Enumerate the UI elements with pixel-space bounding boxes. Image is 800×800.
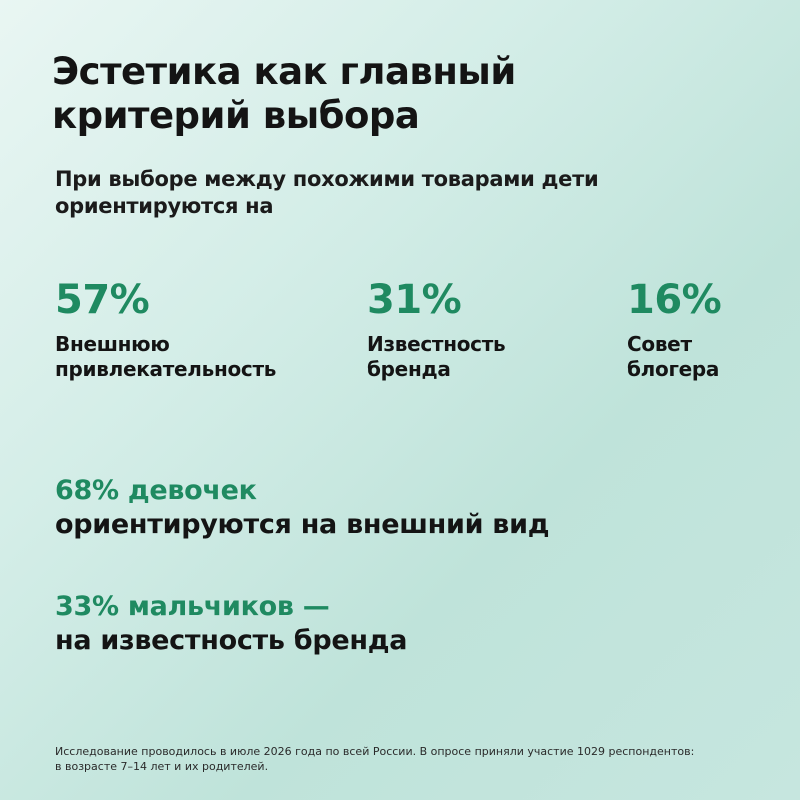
stat-label-line-1: Известность xyxy=(367,332,506,356)
stat-label: Внешнюю привлекательность xyxy=(55,332,276,382)
footnote-line-2: в возрасте 7–14 лет и их родителей. xyxy=(55,760,269,773)
page-title-line-1: Эстетика как главный xyxy=(52,50,516,93)
stat-label: Совет блогера xyxy=(627,332,721,382)
page-title-line-2: критерий выбора xyxy=(52,94,420,137)
footnote: Исследование проводилось в июле 2026 год… xyxy=(55,744,775,774)
subtitle-line-1: При выборе между похожими товарами дети xyxy=(55,167,599,191)
fact-accent: 68% девочек xyxy=(55,475,257,506)
stat-label-line-2: блогера xyxy=(627,357,720,381)
stat-brand: 31% Известность бренда xyxy=(367,276,506,382)
stat-label-line-2: привлекательность xyxy=(55,357,277,381)
stat-appearance: 57% Внешнюю привлекательность xyxy=(55,276,276,382)
fact-girls: 68% девочек ориентируются на внешний вид xyxy=(55,474,775,542)
stat-label: Известность бренда xyxy=(367,332,506,382)
stat-blogger: 16% Совет блогера xyxy=(627,276,722,382)
fact-text: на известность бренда xyxy=(55,625,408,656)
fact-accent: 33% мальчиков — xyxy=(55,591,330,622)
stat-label-line-2: бренда xyxy=(367,357,451,381)
stat-value: 31% xyxy=(367,277,462,323)
subtitle: При выборе между похожими товарами дети … xyxy=(55,166,755,220)
stat-label-line-1: Совет xyxy=(627,332,692,356)
fact-boys: 33% мальчиков — на известность бренда xyxy=(55,590,775,658)
stat-value: 16% xyxy=(627,277,722,323)
subtitle-line-2: ориентируются на xyxy=(55,194,274,218)
stat-value: 57% xyxy=(55,277,150,323)
stat-label-line-1: Внешнюю xyxy=(55,332,170,356)
fact-text: ориентируются на внешний вид xyxy=(55,509,550,540)
page-title: Эстетика как главный критерий выбора xyxy=(52,50,752,138)
footnote-line-1: Исследование проводилось в июле 2026 год… xyxy=(55,745,695,758)
